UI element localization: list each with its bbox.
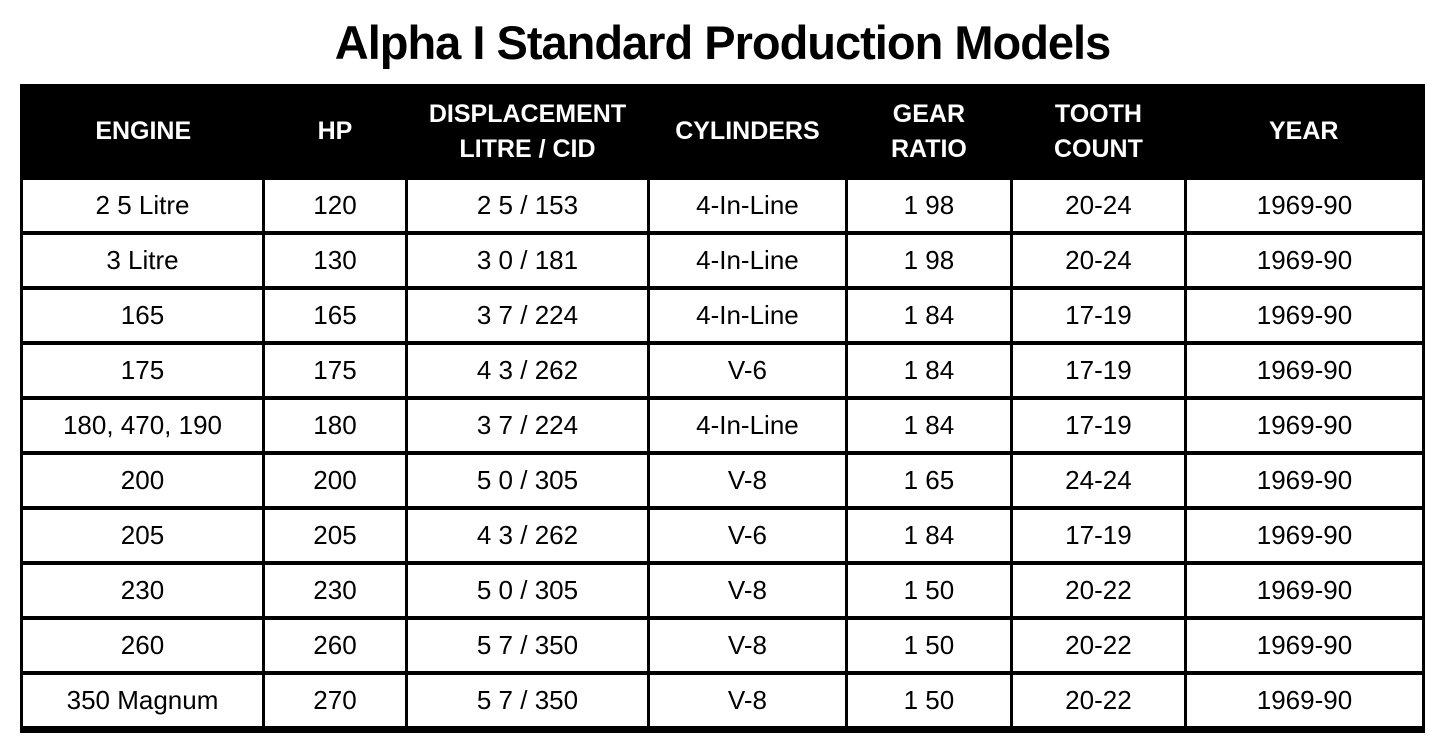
table-cell: 5 7 / 350 <box>404 616 650 675</box>
table-row: 180, 470, 190 180 3 7 / 224 4-In-Line 1 84 17… <box>20 396 1426 455</box>
table-row: 3 Litre 130 3 0 / 181 4-In-Line 1 98 20-24 196… <box>20 231 1426 290</box>
table-row: 165 165 3 7 / 224 4-In-Line 1 84 17-19 1969-90 <box>20 286 1426 345</box>
table-cell: 1969-90 <box>1183 616 1426 675</box>
table-cell: 350 Magnum <box>20 671 265 732</box>
table-cell: 17-19 <box>1009 396 1187 455</box>
table-cell: 1969-90 <box>1183 176 1426 235</box>
column-header-hp: HP <box>263 85 407 178</box>
table-cell: 4-In-Line <box>646 286 848 345</box>
table-cell: V-8 <box>646 561 848 620</box>
column-header-year: YEAR <box>1185 85 1424 178</box>
table-cell: 1 84 <box>844 341 1013 400</box>
table-cell: 200 <box>20 451 265 510</box>
table-cell: 1969-90 <box>1183 561 1426 620</box>
table-row: 2 5 Litre 120 2 5 / 153 4-In-Line 1 98 20-24 1… <box>20 176 1426 235</box>
table-cell: 2 5 Litre <box>20 176 265 235</box>
table-cell: 2 5 / 153 <box>404 176 650 235</box>
column-header-tooth-count: TOOTH COUNT <box>1011 85 1186 178</box>
table-cell: 4-In-Line <box>646 176 848 235</box>
table-cell: 4 3 / 262 <box>404 341 650 400</box>
table-cell: 3 Litre <box>20 231 265 290</box>
table-cell: 3 0 / 181 <box>404 231 650 290</box>
table-cell: 1 84 <box>844 506 1013 565</box>
table-cell: 165 <box>261 286 408 345</box>
column-header-gear-ratio: GEAR RATIO <box>846 85 1012 178</box>
spec-table: ENGINE HP DISPLACEMENT LITRE / CID CYLIN… <box>20 84 1426 733</box>
table-cell: 260 <box>20 616 265 675</box>
table-header: ENGINE HP DISPLACEMENT LITRE / CID CYLIN… <box>21 85 1424 178</box>
table-cell: 1 50 <box>844 671 1013 732</box>
table-cell: V-8 <box>646 671 848 732</box>
table-cell: 20-22 <box>1009 671 1187 732</box>
table-cell: 200 <box>261 451 408 510</box>
table-cell: 120 <box>261 176 408 235</box>
table-cell: 17-19 <box>1009 286 1187 345</box>
table-cell: 165 <box>20 286 265 345</box>
table-row: 230 230 5 0 / 305 V-8 1 50 20-22 1969-90 <box>20 561 1426 620</box>
table-cell: 1969-90 <box>1183 451 1426 510</box>
table-cell: 1 98 <box>844 176 1013 235</box>
table-cell: 1 65 <box>844 451 1013 510</box>
table-row: 205 205 4 3 / 262 V-6 1 84 17-19 1969-90 <box>20 506 1426 565</box>
table-cell: 270 <box>261 671 408 732</box>
table-cell: 20-22 <box>1009 561 1187 620</box>
table-cell: 1 84 <box>844 396 1013 455</box>
table-cell: 230 <box>261 561 408 620</box>
table-cell: 175 <box>20 341 265 400</box>
table-cell: 260 <box>261 616 408 675</box>
table-cell: 4 3 / 262 <box>404 506 650 565</box>
table-cell: 205 <box>20 506 265 565</box>
table-row: 260 260 5 7 / 350 V-8 1 50 20-22 1969-90 <box>20 616 1426 675</box>
table-cell: 180 <box>261 396 408 455</box>
table-cell: V-8 <box>646 616 848 675</box>
table-cell: 230 <box>20 561 265 620</box>
table-cell: V-6 <box>646 506 848 565</box>
table-cell: 20-24 <box>1009 176 1187 235</box>
table-body: 2 5 Litre 120 2 5 / 153 4-In-Line 1 98 20-24 1… <box>20 176 1426 732</box>
table-cell: V-6 <box>646 341 848 400</box>
table-cell: 5 0 / 305 <box>404 451 650 510</box>
table-cell: 17-19 <box>1009 506 1187 565</box>
header-row: ENGINE HP DISPLACEMENT LITRE / CID CYLIN… <box>21 85 1424 178</box>
table-cell: 1969-90 <box>1183 671 1426 732</box>
table-cell: 1969-90 <box>1183 231 1426 290</box>
column-header-displacement: DISPLACEMENT LITRE / CID <box>406 85 649 178</box>
table-cell: 17-19 <box>1009 341 1187 400</box>
table-cell: 1 50 <box>844 616 1013 675</box>
table-cell: 1969-90 <box>1183 286 1426 345</box>
table-cell: 1 98 <box>844 231 1013 290</box>
table-cell: 1 50 <box>844 561 1013 620</box>
table-cell: 3 7 / 224 <box>404 396 650 455</box>
table-cell: 24-24 <box>1009 451 1187 510</box>
column-header-engine: ENGINE <box>21 85 264 178</box>
table-cell: 180, 470, 190 <box>20 396 265 455</box>
table-cell: 5 7 / 350 <box>404 671 650 732</box>
table-cell: 3 7 / 224 <box>404 286 650 345</box>
table-cell: 20-24 <box>1009 231 1187 290</box>
table-cell: 1969-90 <box>1183 341 1426 400</box>
page-title: Alpha I Standard Production Models <box>334 15 1112 69</box>
table-cell: 1969-90 <box>1183 506 1426 565</box>
table-row: 350 Magnum 270 5 7 / 350 V-8 1 50 20-22 1969-9… <box>20 671 1426 732</box>
table-row: 200 200 5 0 / 305 V-8 1 65 24-24 1969-90 <box>20 451 1426 510</box>
table-cell: 20-22 <box>1009 616 1187 675</box>
table-cell: V-8 <box>646 451 848 510</box>
table-cell: 130 <box>261 231 408 290</box>
table-cell: 205 <box>261 506 408 565</box>
table-cell: 175 <box>261 341 408 400</box>
table-row: 175 175 4 3 / 262 V-6 1 84 17-19 1969-90 <box>20 341 1426 400</box>
table-cell: 1969-90 <box>1183 396 1426 455</box>
column-header-cylinders: CYLINDERS <box>648 85 847 178</box>
table-cell: 5 0 / 305 <box>404 561 650 620</box>
table-cell: 4-In-Line <box>646 231 848 290</box>
table-cell: 1 84 <box>844 286 1013 345</box>
table-cell: 4-In-Line <box>646 396 848 455</box>
